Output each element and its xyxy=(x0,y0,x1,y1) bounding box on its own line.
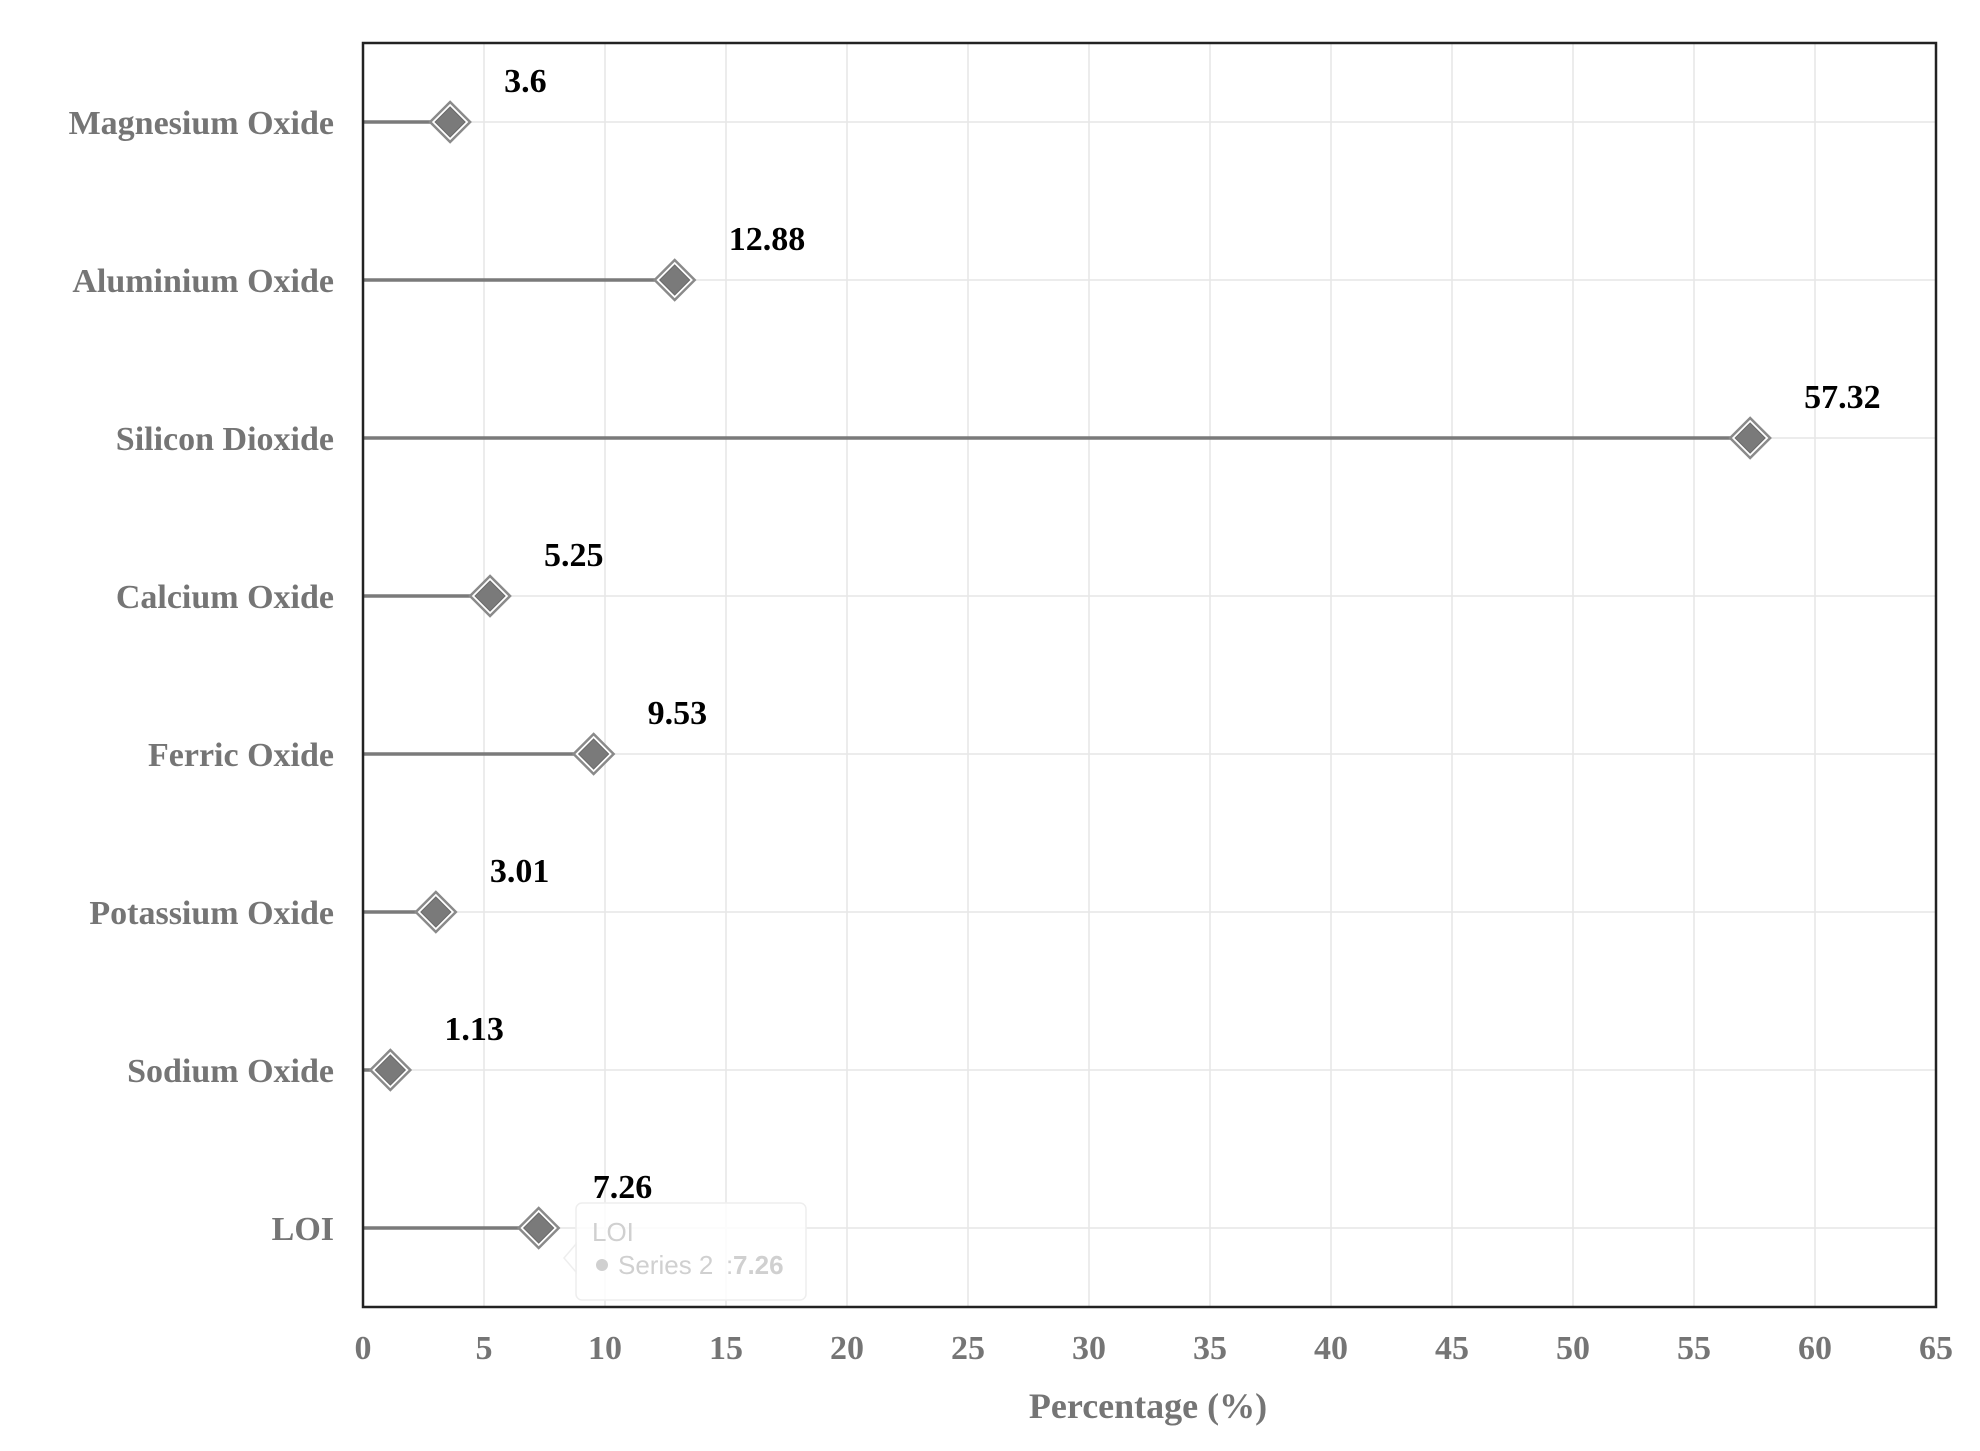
x-tick-labels: 0 5 10 15 20 25 30 35 40 45 50 55 60 65 xyxy=(355,1330,1954,1367)
plot-frame xyxy=(361,41,1938,1309)
x-tick-label: 10 xyxy=(588,1330,622,1367)
data-label: 7.26 xyxy=(593,1169,653,1206)
tooltip-series-name: Series 2 xyxy=(618,1250,713,1280)
markers xyxy=(368,100,1772,1250)
lollipop-marker[interactable] xyxy=(1734,422,1766,454)
x-tick-label: 25 xyxy=(951,1330,985,1367)
grid-lines xyxy=(362,43,1937,1307)
lollipop-marker[interactable] xyxy=(522,1212,555,1244)
lollipop-marker[interactable] xyxy=(658,264,691,296)
x-axis-title: Percentage (%) xyxy=(1029,1386,1267,1426)
category-label: Potassium Oxide xyxy=(89,895,334,932)
data-label: 1.13 xyxy=(444,1011,504,1048)
tooltip-category: LOI xyxy=(592,1217,634,1247)
tooltip-colon: : xyxy=(726,1250,733,1280)
lollipop-marker[interactable] xyxy=(474,580,506,612)
data-label: 3.01 xyxy=(490,853,550,890)
x-tick-label: 5 xyxy=(476,1330,493,1367)
category-label: Sodium Oxide xyxy=(127,1053,334,1090)
x-tick-label: 20 xyxy=(830,1330,864,1367)
category-label: LOI xyxy=(272,1211,334,1248)
x-tick-label: 45 xyxy=(1435,1330,1469,1367)
tooltip: LOI Series 2 : 7.26 xyxy=(563,1202,807,1301)
tooltip-value: 7.26 xyxy=(733,1250,784,1280)
tooltip-series-dot xyxy=(596,1259,608,1271)
stems xyxy=(363,120,1751,1230)
x-tick-label: 65 xyxy=(1919,1330,1953,1367)
category-label: Magnesium Oxide xyxy=(69,105,334,142)
lollipop-marker[interactable] xyxy=(420,896,452,928)
data-labels: 3.6 12.88 57.32 5.25 9.53 3.01 1.13 7.26 xyxy=(444,63,1880,1206)
x-tick-label: 30 xyxy=(1072,1330,1106,1367)
x-tick-label: 0 xyxy=(355,1330,372,1367)
category-labels: Magnesium Oxide Aluminium Oxide Silicon Di… xyxy=(69,105,334,1248)
x-tick-label: 55 xyxy=(1677,1330,1711,1367)
category-label: Calcium Oxide xyxy=(116,579,334,616)
data-label: 57.32 xyxy=(1804,379,1881,416)
category-label: Ferric Oxide xyxy=(148,737,334,774)
x-tick-label: 40 xyxy=(1314,1330,1348,1367)
tooltip-pointer xyxy=(563,1241,577,1275)
category-label: Silicon Dioxide xyxy=(116,421,334,458)
x-tick-label: 15 xyxy=(709,1330,743,1367)
x-tick-label: 35 xyxy=(1193,1330,1227,1367)
lollipop-marker[interactable] xyxy=(577,738,610,770)
data-label: 9.53 xyxy=(648,695,708,732)
x-tick-label: 60 xyxy=(1798,1330,1832,1367)
data-label: 3.6 xyxy=(504,63,547,100)
category-label: Aluminium Oxide xyxy=(72,263,334,300)
lollipop-marker[interactable] xyxy=(374,1054,407,1086)
data-label: 12.88 xyxy=(729,221,806,258)
x-tick-label: 50 xyxy=(1556,1330,1590,1367)
lollipop-marker[interactable] xyxy=(434,106,466,138)
data-label: 5.25 xyxy=(544,537,604,574)
